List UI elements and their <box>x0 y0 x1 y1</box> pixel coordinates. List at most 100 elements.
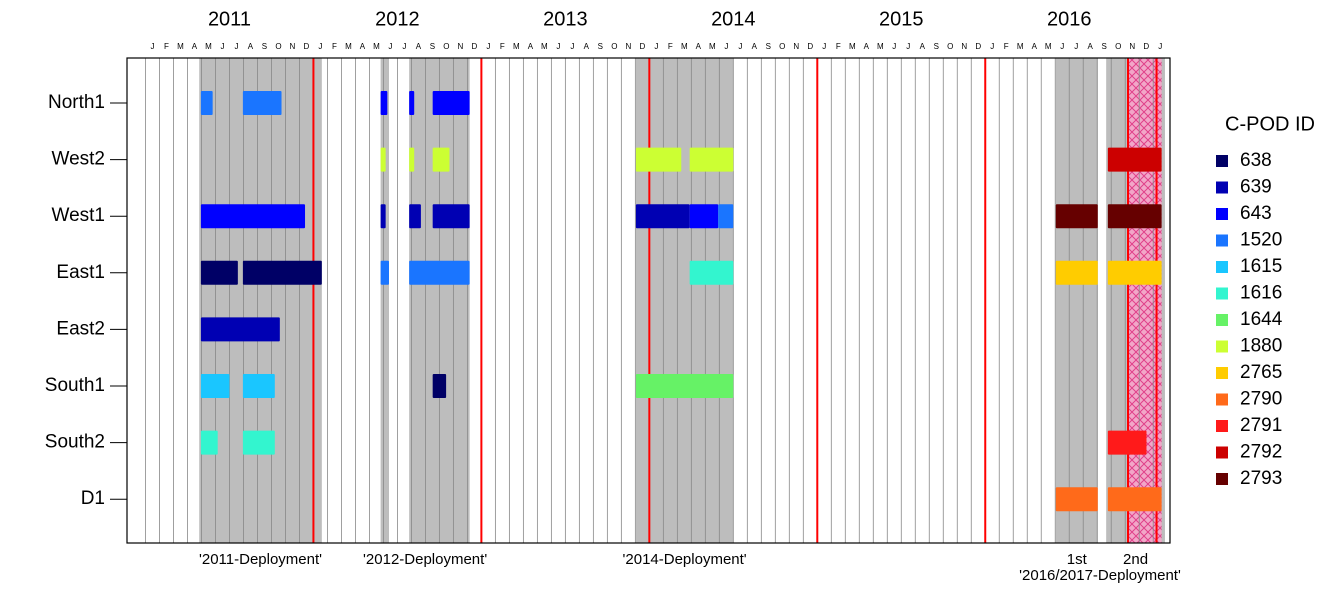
deployment-bar <box>718 204 734 229</box>
deployment-period <box>1055 58 1098 543</box>
month-label: J <box>892 42 896 51</box>
month-label: M <box>709 42 716 51</box>
legend-swatch <box>1216 234 1228 247</box>
month-label: A <box>584 42 590 51</box>
month-label: F <box>1004 42 1009 51</box>
month-label: A <box>920 42 926 51</box>
month-label: J <box>402 42 406 51</box>
deployment-group-label: '2016/2017-Deployment' <box>1019 567 1181 584</box>
legend-label: 2791 <box>1240 415 1282 436</box>
row-label: North1 <box>48 92 105 113</box>
legend-swatch <box>1216 420 1228 432</box>
month-label: N <box>457 42 463 51</box>
legend-swatch <box>1216 314 1228 326</box>
deployment-label: '2014-Deployment' <box>623 551 747 568</box>
deployment-period <box>380 58 390 543</box>
year-label: 2013 <box>543 8 588 30</box>
deployment-bar <box>1055 260 1098 285</box>
row-label: South1 <box>45 375 105 396</box>
deployment-bar <box>200 260 238 285</box>
deployment-bar <box>242 260 322 285</box>
deployment-period <box>199 58 322 543</box>
legend-swatch <box>1216 473 1228 485</box>
deployment-bar <box>1107 260 1162 285</box>
deployment-label: '2012-Deployment' <box>363 551 487 568</box>
deployment-bar <box>635 147 682 172</box>
plot-frame <box>126 57 1171 544</box>
month-label: J <box>738 42 742 51</box>
month-label: A <box>416 42 422 51</box>
month-label: F <box>836 42 841 51</box>
deployment-bar <box>409 204 421 229</box>
deployment-bar <box>242 91 282 115</box>
deployment-bar <box>200 374 230 398</box>
deployment-bar <box>200 204 306 229</box>
deployment-bar <box>689 204 719 229</box>
month-label: A <box>192 42 198 51</box>
legend-swatch <box>1216 393 1228 406</box>
month-label: M <box>877 42 884 51</box>
month-label: A <box>248 42 254 51</box>
deployment-bar <box>242 430 275 455</box>
month-label: M <box>849 42 856 51</box>
month-label: S <box>766 42 771 51</box>
month-label: J <box>220 42 224 51</box>
legend-label: 643 <box>1240 203 1272 224</box>
deployment-bar <box>200 91 213 115</box>
deployment-bar <box>1055 204 1098 229</box>
month-label: M <box>1017 42 1024 51</box>
month-label: D <box>304 42 310 51</box>
deployment-bar <box>1107 487 1162 512</box>
month-label: F <box>668 42 673 51</box>
month-label: A <box>360 42 366 51</box>
deployment-bar <box>1107 430 1147 455</box>
month-label: A <box>752 42 758 51</box>
legend-swatch <box>1216 340 1228 353</box>
month-label: M <box>681 42 688 51</box>
month-label: D <box>807 42 813 51</box>
legend-label: 1520 <box>1240 230 1282 251</box>
deployment-label: 1st <box>1067 551 1088 568</box>
legend-title: C-POD ID <box>1225 113 1315 135</box>
legend-swatch <box>1216 181 1228 194</box>
month-label: J <box>318 42 322 51</box>
row-label: West1 <box>51 205 105 226</box>
deployment-bar <box>242 374 275 398</box>
legend-swatch <box>1216 261 1228 273</box>
month-label: M <box>1045 42 1052 51</box>
legend-label: 2790 <box>1240 389 1282 410</box>
legend-label: 2765 <box>1240 362 1282 383</box>
row-label: East2 <box>56 318 105 339</box>
legend-swatch <box>1216 287 1228 300</box>
row-label: D1 <box>81 488 105 509</box>
deployment-bar <box>409 260 470 285</box>
month-label: N <box>290 42 296 51</box>
month-label: N <box>793 42 799 51</box>
month-label: O <box>1115 42 1121 51</box>
legend-label: 1644 <box>1240 309 1283 330</box>
month-label: J <box>906 42 910 51</box>
month-label: J <box>1060 42 1064 51</box>
month-label: D <box>975 42 981 51</box>
deployment-bar <box>432 204 470 229</box>
month-label: J <box>388 42 392 51</box>
legend-label: 1616 <box>1240 283 1282 304</box>
month-label: J <box>990 42 994 51</box>
month-label: J <box>486 42 490 51</box>
deployment-bar <box>432 91 470 115</box>
deployment-bar <box>380 147 386 172</box>
year-label: 2015 <box>879 8 924 30</box>
month-label: D <box>1143 42 1149 51</box>
month-label: O <box>275 42 281 51</box>
month-label: N <box>961 42 967 51</box>
legend-swatch <box>1216 367 1228 379</box>
month-label: J <box>1158 42 1162 51</box>
deployment-bar <box>689 147 734 172</box>
month-label: J <box>724 42 728 51</box>
month-label: A <box>696 42 702 51</box>
year-label: 2012 <box>375 8 420 30</box>
month-label: M <box>177 42 184 51</box>
month-label: A <box>1032 42 1038 51</box>
deployment-bar <box>432 374 447 398</box>
